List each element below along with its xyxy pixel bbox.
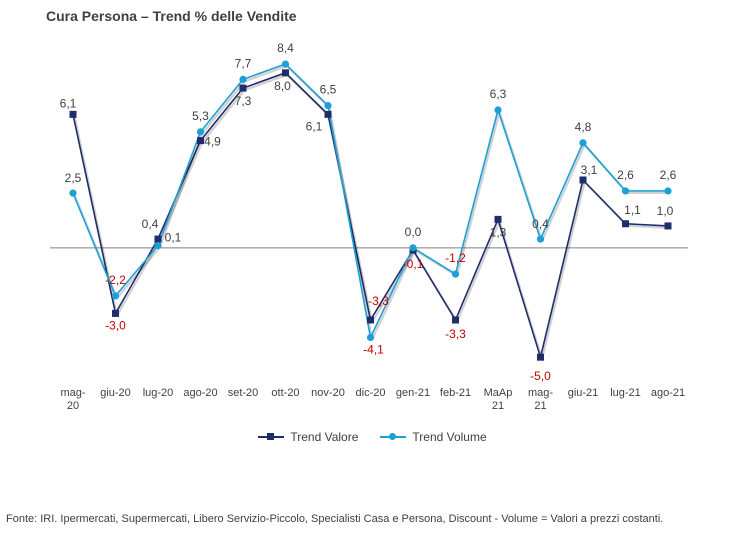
data-label: 0,0 bbox=[405, 225, 422, 239]
data-label: 0,1 bbox=[165, 231, 182, 245]
data-label: -4,1 bbox=[363, 343, 384, 357]
data-point bbox=[537, 353, 544, 361]
series-layer bbox=[69, 60, 672, 361]
data-label: -3,3 bbox=[445, 327, 466, 341]
data-point bbox=[494, 106, 502, 114]
data-label: 7,7 bbox=[235, 56, 252, 70]
legend-label-trend-valore: Trend Valore bbox=[290, 430, 359, 444]
data-point bbox=[622, 220, 629, 228]
legend-swatch-square-icon bbox=[258, 431, 285, 443]
data-point bbox=[69, 110, 77, 118]
data-point bbox=[366, 333, 375, 342]
x-tick-label: mag-21 bbox=[528, 387, 553, 412]
data-point bbox=[112, 309, 119, 317]
x-tick-label: ott-20 bbox=[271, 387, 299, 399]
data-point bbox=[324, 110, 332, 118]
data-point bbox=[239, 84, 247, 92]
data-label: 6,5 bbox=[320, 83, 337, 97]
data-point bbox=[281, 60, 290, 68]
x-tick-label: lug-21 bbox=[610, 387, 641, 399]
x-tick-label: MaAp 21 bbox=[484, 387, 513, 412]
data-point bbox=[579, 176, 587, 184]
data-label: -3,3 bbox=[368, 294, 389, 308]
x-tick-layer: mag-20 giu-20 lug-20 ago-20 set-20 ott-20 nov-… bbox=[60, 387, 685, 412]
data-point bbox=[452, 316, 459, 324]
data-point bbox=[367, 316, 374, 324]
data-label: -1,2 bbox=[445, 251, 466, 265]
data-label: 8,0 bbox=[274, 79, 291, 93]
data-label-layer: 6,1 -3,0 0,4 4,9 7,3 8,0 6,1 -3,3 -0,1 -3,3 1,3 -5,… bbox=[60, 41, 677, 383]
x-tick-label: mag-20 bbox=[60, 387, 85, 412]
data-label: -0,1 bbox=[403, 257, 424, 271]
line-chart: 6,1 -3,0 0,4 4,9 7,3 8,0 6,1 -3,3 -0,1 -3,3 1,3 -5,… bbox=[50, 41, 688, 412]
data-point bbox=[324, 102, 332, 110]
chart-title: Cura Persona – Trend % delle Vendite bbox=[46, 8, 297, 24]
x-tick-label: feb-21 bbox=[440, 387, 471, 399]
data-point bbox=[451, 270, 460, 278]
source-note: Fonte: IRI. Ipermercati, Supermercati, L… bbox=[6, 513, 664, 525]
data-label: 1,1 bbox=[624, 203, 641, 217]
legend: Trend Valore Trend Volume bbox=[0, 430, 745, 444]
data-label: 6,1 bbox=[306, 119, 323, 133]
data-label: 4,8 bbox=[575, 120, 592, 134]
x-tick-label: nov-20 bbox=[311, 387, 345, 399]
data-point bbox=[282, 69, 289, 77]
data-label: 8,4 bbox=[277, 41, 294, 55]
x-tick-label: dic-20 bbox=[356, 387, 386, 399]
x-tick-label: lug-20 bbox=[143, 387, 174, 399]
data-point bbox=[409, 244, 417, 252]
x-tick-label: gen-21 bbox=[396, 387, 430, 399]
data-label: 1,0 bbox=[657, 204, 674, 218]
data-point bbox=[197, 137, 204, 145]
x-tick-label: ago-20 bbox=[183, 387, 217, 399]
data-label: -2,2 bbox=[105, 273, 126, 287]
data-point bbox=[154, 235, 162, 243]
data-point bbox=[69, 189, 77, 197]
data-point bbox=[111, 292, 120, 300]
data-point bbox=[536, 235, 545, 243]
data-label: 1,3 bbox=[490, 225, 507, 239]
data-point bbox=[154, 242, 162, 250]
data-label: 2,6 bbox=[617, 168, 634, 182]
data-label: 4,9 bbox=[204, 135, 221, 149]
data-label: 2,5 bbox=[65, 171, 82, 185]
data-label: 5,3 bbox=[192, 109, 209, 123]
data-label: -3,0 bbox=[105, 318, 126, 332]
x-tick-label: ago-21 bbox=[651, 387, 685, 399]
data-label: 7,3 bbox=[235, 94, 252, 108]
data-point bbox=[664, 222, 672, 230]
x-tick-label: giu-21 bbox=[568, 387, 599, 399]
data-point bbox=[664, 187, 672, 195]
data-point bbox=[494, 215, 502, 223]
data-label: 2,6 bbox=[660, 168, 677, 182]
data-label: 0,4 bbox=[142, 217, 159, 231]
x-tick-label: set-20 bbox=[228, 387, 259, 399]
legend-label-trend-volume: Trend Volume bbox=[412, 430, 487, 444]
legend-item-trend-volume: Trend Volume bbox=[380, 430, 487, 444]
data-point bbox=[239, 75, 247, 83]
data-label: -5,0 bbox=[530, 369, 551, 383]
data-point bbox=[196, 128, 205, 136]
data-label: 6,3 bbox=[490, 87, 507, 101]
data-label: 3,1 bbox=[581, 163, 598, 177]
x-tick-label: giu-20 bbox=[100, 387, 131, 399]
legend-item-trend-valore: Trend Valore bbox=[258, 430, 358, 444]
data-label: 0,4 bbox=[532, 217, 549, 231]
data-point bbox=[579, 139, 587, 147]
legend-swatch-circle-icon bbox=[380, 431, 407, 443]
data-point bbox=[621, 187, 630, 195]
data-label: 6,1 bbox=[60, 96, 77, 110]
